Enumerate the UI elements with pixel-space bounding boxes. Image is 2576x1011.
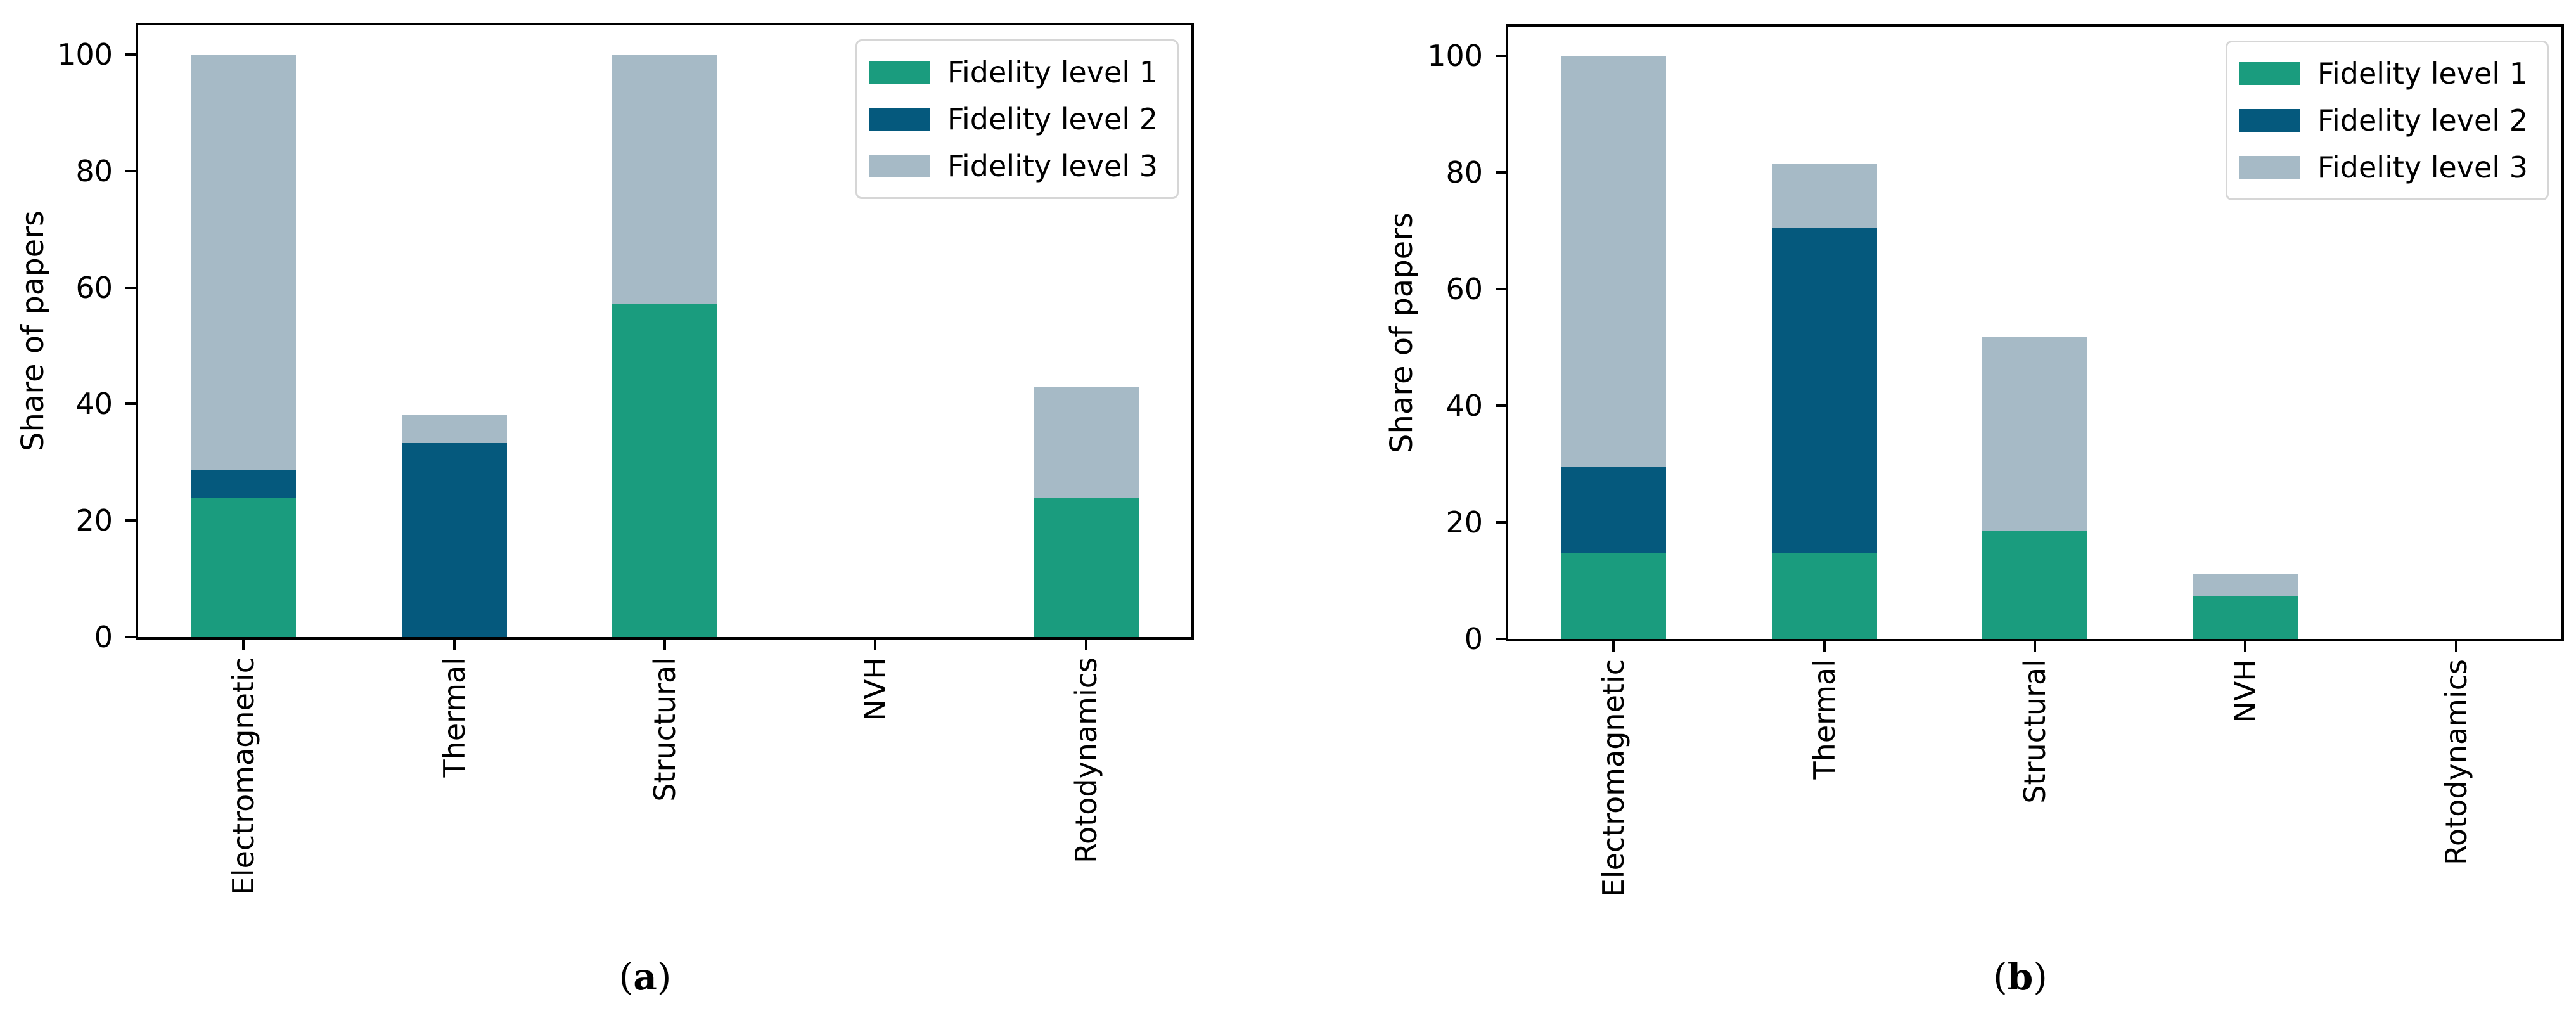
y-tick-mark — [1496, 171, 1506, 174]
y-tick-mark — [125, 402, 136, 406]
legend-row: Fidelity level 3 — [868, 143, 1158, 190]
y-tick-mark — [125, 169, 136, 172]
bar-segment — [1771, 552, 1877, 639]
legend-swatch-fidelity-3 — [2238, 156, 2300, 179]
legend-label-fidelity-3: Fidelity level 3 — [947, 149, 1158, 183]
bar-segment — [1561, 552, 1667, 639]
bar-segment — [612, 54, 718, 305]
y-tick-mark — [1496, 288, 1506, 290]
x-tick-mark — [1612, 641, 1615, 652]
bar-segment — [1033, 387, 1139, 499]
plot-area-b: Fidelity level 1 Fidelity level 2 Fideli… — [1427, 24, 2564, 897]
legend-swatch-fidelity-1 — [868, 61, 930, 84]
legend-swatch-fidelity-2 — [2238, 109, 2300, 132]
bar-segment — [191, 470, 297, 499]
y-tick-label: 0 — [94, 620, 113, 654]
bar-segment — [401, 442, 507, 637]
caption-b: (b) — [1993, 955, 2047, 998]
y-tick-mark — [125, 519, 136, 522]
legend-row: Fidelity level 1 — [868, 49, 1158, 96]
x-tick-mark — [663, 640, 666, 650]
legend-label-fidelity-1: Fidelity level 1 — [2317, 56, 2528, 91]
bar-segment — [2193, 595, 2298, 639]
y-tick-label: 60 — [75, 270, 113, 305]
bar-segment — [612, 304, 718, 637]
bar-segment — [1771, 164, 1877, 229]
legend-label-fidelity-2: Fidelity level 2 — [2317, 103, 2528, 138]
legend-row: Fidelity level 2 — [868, 96, 1158, 143]
bar-segment — [191, 54, 297, 471]
legend-swatch-fidelity-2 — [868, 108, 930, 131]
caption-letter-a: a — [633, 955, 657, 998]
bar-segment — [2193, 574, 2298, 596]
legend-swatch-fidelity-1 — [2238, 62, 2300, 85]
y-tick-label: 20 — [75, 503, 113, 538]
caption-letter-b: b — [2007, 955, 2034, 998]
bar-segment — [401, 415, 507, 443]
y-tick-label: 40 — [75, 387, 113, 422]
legend-row: Fidelity level 2 — [2238, 97, 2528, 144]
y-tick-label: 100 — [57, 37, 113, 72]
y-tick-mark — [1496, 638, 1506, 640]
bar-segment — [1561, 466, 1667, 553]
y-tick-mark — [1496, 404, 1506, 407]
x-tick-mark — [1084, 640, 1087, 650]
y-tick-label: 0 — [1464, 622, 1483, 656]
legend-a: Fidelity level 1 Fidelity level 2 Fideli… — [855, 39, 1179, 199]
y-tick-label: 80 — [1445, 155, 1483, 190]
x-tick-mark — [874, 640, 877, 650]
legend-b: Fidelity level 1 Fidelity level 2 Fideli… — [2225, 41, 2549, 200]
legend-row: Fidelity level 1 — [2238, 50, 2528, 97]
legend-label-fidelity-1: Fidelity level 1 — [947, 55, 1158, 89]
legend-label-fidelity-3: Fidelity level 3 — [2317, 150, 2528, 184]
legend-row: Fidelity level 3 — [2238, 144, 2528, 191]
x-tick-mark — [2244, 641, 2247, 652]
bar-segment — [1771, 228, 1877, 553]
bar-segment — [1033, 498, 1139, 637]
x-tick-mark — [2454, 641, 2457, 652]
plot-area-a: Fidelity level 1 Fidelity level 2 Fideli… — [57, 23, 1194, 895]
legend-swatch-fidelity-3 — [868, 155, 930, 177]
y-tick-label: 60 — [1445, 272, 1483, 306]
x-tick-mark — [242, 640, 245, 650]
legend-label-fidelity-2: Fidelity level 2 — [947, 102, 1158, 136]
y-tick-mark — [125, 286, 136, 289]
caption-a: (a) — [618, 955, 672, 998]
y-tick-label: 40 — [1445, 389, 1483, 423]
y-tick-mark — [125, 53, 136, 56]
x-tick-mark — [1823, 641, 1826, 652]
y-tick-label: 20 — [1445, 505, 1483, 539]
y-tick-label: 80 — [75, 153, 113, 188]
y-tick-mark — [1496, 55, 1506, 57]
bar-segment — [1982, 531, 2088, 639]
y-tick-mark — [125, 636, 136, 638]
bar-segment — [191, 498, 297, 637]
y-tick-mark — [1496, 521, 1506, 524]
y-tick-label: 100 — [1427, 39, 1483, 73]
x-tick-mark — [452, 640, 456, 650]
bar-segment — [1561, 56, 1667, 467]
bar-segment — [1982, 336, 2088, 531]
x-tick-mark — [2034, 641, 2036, 652]
